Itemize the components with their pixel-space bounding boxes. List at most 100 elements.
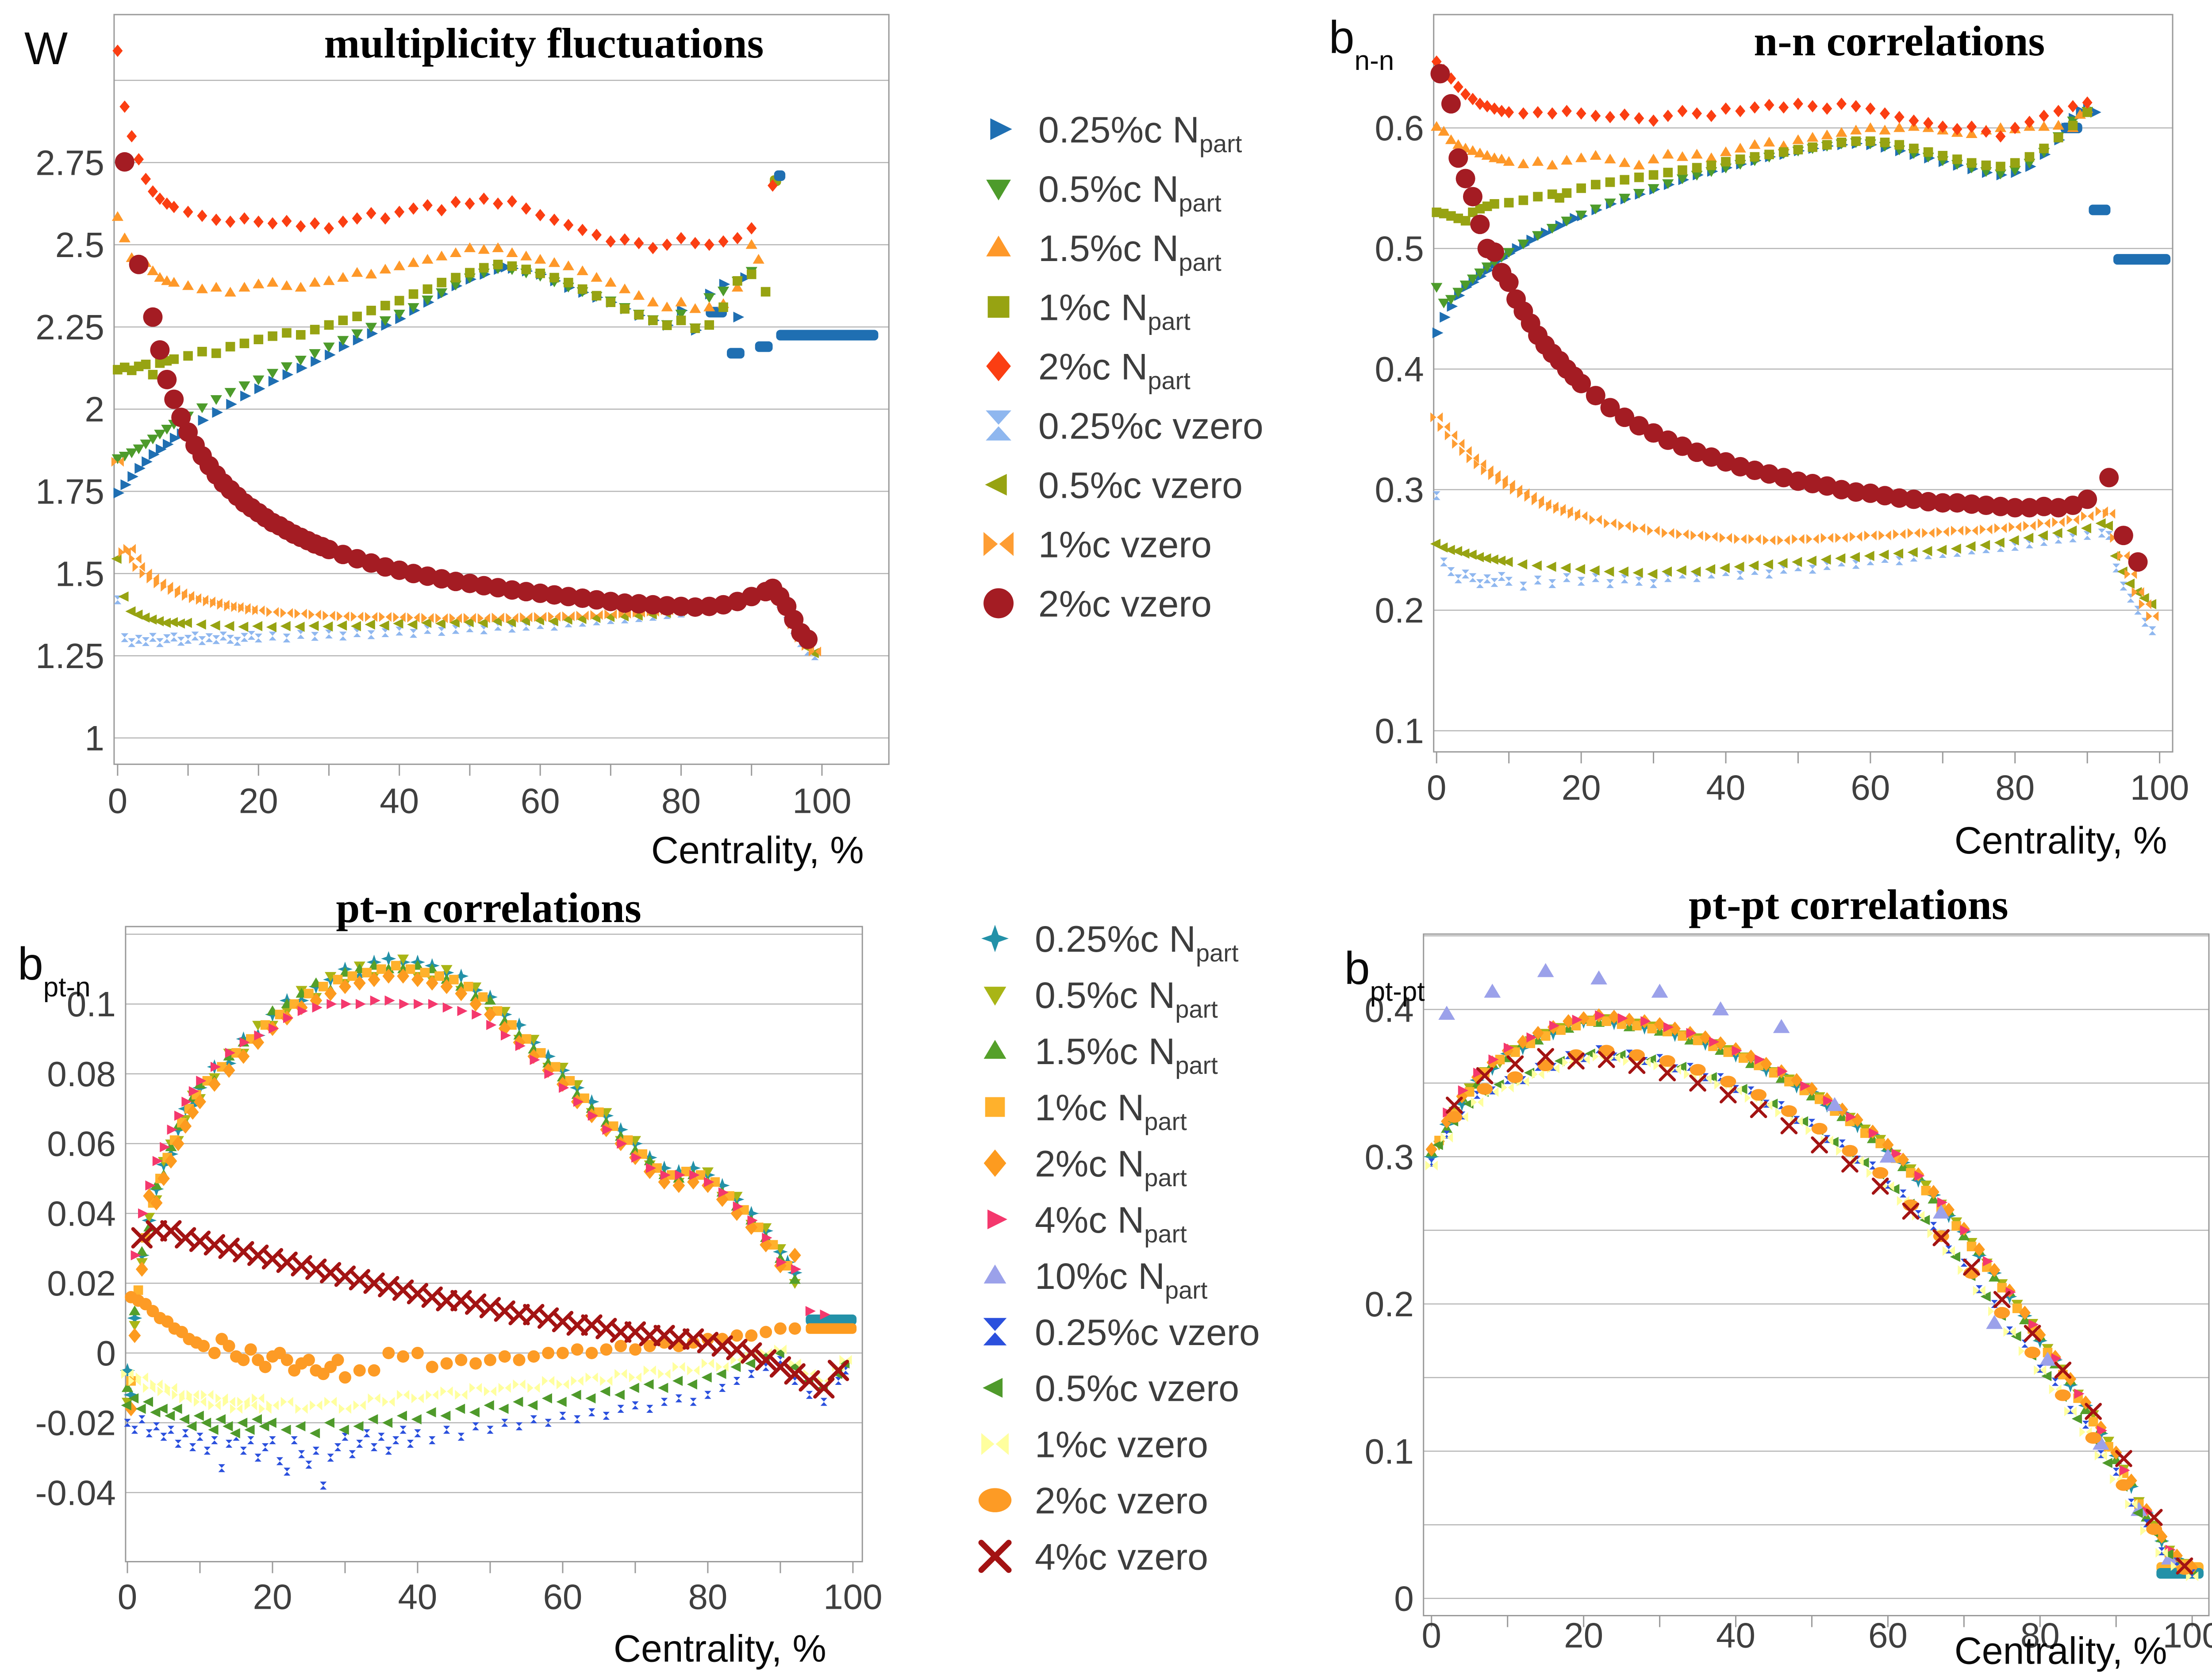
data-point-tri-right [167, 1124, 177, 1135]
data-point-circle [338, 1371, 351, 1384]
data-bar [727, 348, 745, 359]
data-point-tri-up [1651, 984, 1668, 998]
data-point-tri-left [556, 1396, 567, 1407]
data-point-hourglass [146, 1429, 153, 1438]
data-point-star4 [981, 925, 1009, 953]
data-point-tri-left [1432, 1140, 1443, 1150]
data-point-tri-down [1517, 239, 1529, 250]
data-point-circle [788, 1322, 801, 1335]
data-point-tri-left [238, 622, 249, 632]
series-0.5-c-Npart [1431, 107, 2093, 309]
data-point-diamond [1532, 106, 1543, 119]
data-point-tri-down [2102, 1437, 2115, 1447]
data-point-tri-left [2071, 1414, 2082, 1424]
data-point-square [1648, 170, 1659, 180]
data-point-bowtie [266, 607, 279, 617]
data-point-hourglass [1717, 1073, 1724, 1081]
data-point-tri-up [2052, 119, 2064, 130]
data-point-bowtie [520, 612, 533, 623]
data-point-tri-down [129, 1321, 141, 1331]
data-point-tri-left [193, 1411, 204, 1421]
data-point-circle [498, 1350, 511, 1363]
data-point-ellipse [2085, 1432, 2101, 1444]
data-point-diamond [169, 200, 179, 213]
data-point-x [1445, 1096, 1463, 1114]
data-point-x [610, 1321, 632, 1343]
legend-item: 4%c vzero [978, 1536, 1208, 1578]
data-point-circle [685, 597, 705, 617]
data-point-hourglass [182, 1429, 189, 1438]
data-point-diamond [788, 1248, 801, 1263]
data-point-hourglass [327, 1453, 334, 1462]
data-point-hourglass [1443, 1130, 1450, 1139]
legend-item: 0.25%c Npart [990, 109, 1242, 158]
data-point-tri-down [393, 309, 405, 320]
data-point-tri-left [774, 1348, 784, 1358]
data-point-hourglass [198, 636, 206, 645]
data-point-square [479, 263, 489, 273]
data-point-diamond [281, 215, 292, 227]
data-point-square [1894, 140, 1905, 150]
data-point-ellipse [1781, 1105, 1797, 1117]
data-point-tri-up [1749, 139, 1761, 149]
data-point-tri-right [1663, 1022, 1674, 1032]
data-point-tri-left [2102, 1457, 2112, 1468]
data-point-bowtie [1471, 1097, 1483, 1107]
data-point-diamond [1654, 1017, 1666, 1031]
data-point-tri-down [1590, 204, 1601, 215]
data-point-diamond [983, 1149, 1006, 1177]
data-point-hourglass [320, 1481, 327, 1490]
data-point-bowtie [165, 1383, 177, 1393]
legend-item: 2%c vzero [978, 1480, 1208, 1522]
data-point-diamond [1880, 107, 1890, 120]
data-point-hourglass [378, 1433, 385, 1441]
data-point-tri-left [1632, 568, 1643, 578]
data-point-tri-down [253, 375, 265, 385]
series-0.25-c-vzero [1428, 1045, 2196, 1578]
data-point-tri-up [436, 250, 448, 261]
data-point-square [239, 338, 250, 348]
data-point-diamond [112, 44, 123, 57]
data-point-square [1678, 165, 1687, 175]
data-point-tri-up [562, 260, 574, 270]
data-point-diamond [353, 975, 366, 991]
data-point-square [549, 273, 559, 283]
data-point-bowtie [2094, 1450, 2107, 1461]
data-point-tri-left [421, 618, 432, 628]
data-point-bowtie [455, 1390, 468, 1400]
data-point-ellipse [2024, 1346, 2041, 1359]
data-point-tri-up [1864, 122, 1876, 132]
y-tick-label: 0.3 [1375, 470, 1424, 510]
data-bar [2113, 254, 2171, 265]
data-point-bowtie [230, 1403, 242, 1414]
data-point-square [704, 320, 714, 330]
x-tick-label: 20 [1564, 1616, 1603, 1655]
data-point-tri-up [1773, 1019, 1790, 1033]
data-point-tri-up [1691, 149, 1703, 159]
data-point-tri-left [323, 621, 333, 632]
legend-item-label: 1%c Npart [1035, 1087, 1187, 1135]
data-point-tri-right [399, 999, 410, 1009]
data-point-tri-left [2008, 535, 2019, 546]
data-point-tri-left [1965, 541, 1976, 552]
data-point-tri-right [631, 1152, 642, 1163]
data-point-diamond [1720, 102, 1731, 115]
data-point-square [183, 351, 193, 361]
data-point-bowtie [2052, 517, 2065, 527]
data-point-diamond [1663, 109, 1673, 122]
data-point-diamond [310, 217, 320, 230]
data-point-tri-up [478, 244, 490, 254]
data-point-tri-left [1560, 563, 1571, 573]
data-point-diamond [253, 215, 264, 228]
data-point-tri-down [147, 434, 159, 445]
data-point-x [827, 1360, 849, 1381]
data-point-square [296, 330, 306, 340]
data-point-tri-right [152, 1156, 163, 1166]
data-point-square [362, 968, 372, 978]
data-point-bowtie [1676, 529, 1689, 539]
data-point-tri-up [605, 277, 617, 287]
data-point-tri-left [167, 617, 178, 627]
data-point-tri-up [121, 1382, 134, 1392]
data-point-square [591, 291, 602, 301]
data-point-tri-up [196, 283, 208, 293]
